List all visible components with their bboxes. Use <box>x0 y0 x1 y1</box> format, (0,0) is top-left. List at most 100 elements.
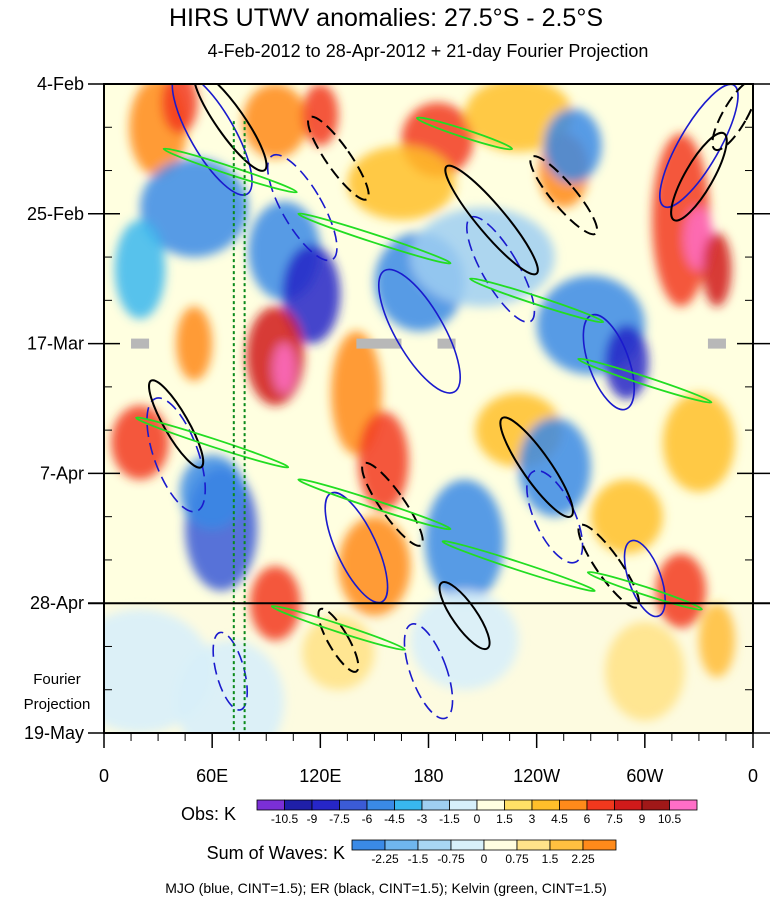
projection-blob <box>302 615 375 690</box>
obs-colorbar-swatch <box>669 799 698 811</box>
obs-colorbar: -10.5 -9 -7.5 -6 -4.5 -3 -1.5 0 1.5 3 4.5 6 7.5 9 10.5 <box>256 799 698 826</box>
anomaly-blob <box>702 232 732 307</box>
er-contour <box>444 164 539 276</box>
y-tick-label: 19-May <box>24 723 84 743</box>
waves-colorbar-swatch <box>384 839 419 851</box>
kelvin-contour <box>270 605 406 651</box>
mjo-contour <box>659 84 739 209</box>
mjo-contour <box>146 397 207 513</box>
chart-subtitle: 4-Feb-2012 to 28-Apr-2012 + 21-day Fouri… <box>208 41 649 61</box>
obs-colorbar-swatch <box>476 799 505 811</box>
waves-colorbar-level-label: 2.25 <box>571 852 595 866</box>
anomaly-field <box>104 84 753 733</box>
anomaly-blob <box>424 479 505 604</box>
obs-colorbar-label: Obs: K <box>181 804 236 824</box>
projection-blob <box>605 621 685 721</box>
y-tick-label: 25-Feb <box>27 204 84 224</box>
waves-colorbar-label: Sum of Waves: K <box>207 843 345 863</box>
waves-colorbar-swatch <box>483 839 518 851</box>
er-contour <box>192 84 268 172</box>
er-contour <box>499 416 574 519</box>
kelvin-contour <box>469 277 605 324</box>
kelvin-contour <box>577 357 713 404</box>
obs-colorbar-level-label: -4.5 <box>384 812 405 826</box>
anomaly-blob <box>347 145 456 220</box>
anomaly-blob <box>282 244 341 344</box>
obs-colorbar-swatch <box>394 799 423 811</box>
obs-colorbar-level-label: 0 <box>474 812 481 826</box>
waves-colorbar-level-label: -1.5 <box>408 852 429 866</box>
obs-colorbar-swatch <box>559 799 588 811</box>
x-tick-label: 0 <box>99 766 109 786</box>
obs-colorbar-swatch <box>586 799 615 811</box>
kelvin-contour <box>135 416 290 469</box>
waves-colorbar-swatch <box>549 839 584 851</box>
obs-colorbar-swatch <box>311 799 340 811</box>
missing-data-bar <box>437 338 456 349</box>
waves-colorbar-level-label: -2.25 <box>371 852 399 866</box>
obs-colorbar-swatch <box>504 799 533 811</box>
waves-colorbar-level-label: 0.75 <box>505 852 529 866</box>
er-contour <box>438 581 491 651</box>
kelvin-contour <box>162 147 298 194</box>
anomaly-blob <box>662 393 735 492</box>
chart-title: HIRS UTWV anomalies: 27.5°S - 2.5°S <box>169 4 603 32</box>
anomaly-blob <box>179 454 245 530</box>
x-tick-label: 120W <box>513 766 560 786</box>
anomaly-blob <box>655 553 707 628</box>
obs-colorbar-level-label: -6 <box>362 812 373 826</box>
waves-colorbar-swatch <box>516 839 551 851</box>
obs-colorbar-level-label: 4.5 <box>551 812 568 826</box>
anomaly-blob <box>605 325 649 400</box>
missing-data-bar <box>356 338 402 349</box>
mjo-contour <box>403 623 454 720</box>
obs-colorbar-level-label: -9 <box>307 812 318 826</box>
mjo-contour <box>377 268 461 394</box>
mjo-contour <box>171 84 253 196</box>
projection-blob <box>698 603 735 678</box>
anomaly-blob <box>358 411 409 511</box>
obs-colorbar-level-label: -10.5 <box>271 812 299 826</box>
anomaly-blob <box>242 84 308 159</box>
x-tick-label: 60W <box>626 766 663 786</box>
missing-data-bar <box>131 338 150 349</box>
waves-colorbar-level-label: 1.5 <box>542 852 559 866</box>
anomaly-blob <box>114 219 166 319</box>
obs-colorbar-swatch <box>284 799 313 811</box>
missing-data-bar <box>707 338 726 349</box>
anomaly-blob <box>273 343 296 394</box>
projection-label-line-2: Projection <box>24 696 91 713</box>
y-tick-label: 17-Mar <box>27 334 84 354</box>
anomaly-blob <box>543 108 602 183</box>
kelvin-contour <box>297 478 452 531</box>
mjo-contour <box>623 539 666 618</box>
er-contour <box>361 461 424 547</box>
obs-colorbar-swatch <box>366 799 395 811</box>
x-tick-label: 60E <box>196 766 228 786</box>
obs-colorbar-level-label: 3 <box>529 812 536 826</box>
obs-colorbar-swatch <box>641 799 670 811</box>
er-contour <box>577 523 641 609</box>
x-tick-label: 0 <box>748 766 758 786</box>
er-contour <box>307 115 370 201</box>
kelvin-contour <box>416 116 514 151</box>
chart-footer: MJO (blue, CINT=1.5); ER (black, CINT=1.… <box>165 880 607 896</box>
mjo-contour <box>466 215 536 323</box>
anomaly-blob <box>176 306 213 381</box>
projection-label-line-1: Fourier <box>33 671 81 688</box>
mjo-contour <box>266 153 338 262</box>
anomaly-blob <box>338 516 411 616</box>
obs-colorbar-level-label: -7.5 <box>329 812 350 826</box>
kelvin-contour <box>441 540 596 593</box>
waves-colorbar-swatch <box>417 839 452 851</box>
waves-colorbar-level-label: -0.75 <box>437 852 465 866</box>
anomaly-blob <box>111 405 169 480</box>
kelvin-contour <box>297 212 452 265</box>
kelvin-contour <box>586 571 703 611</box>
waves-colorbar-level-label: 0 <box>481 852 488 866</box>
obs-colorbar-swatch <box>421 799 450 811</box>
waves-colorbar-swatch <box>450 839 485 851</box>
obs-colorbar-swatch <box>256 799 285 811</box>
obs-colorbar-level-label: 9 <box>639 812 646 826</box>
